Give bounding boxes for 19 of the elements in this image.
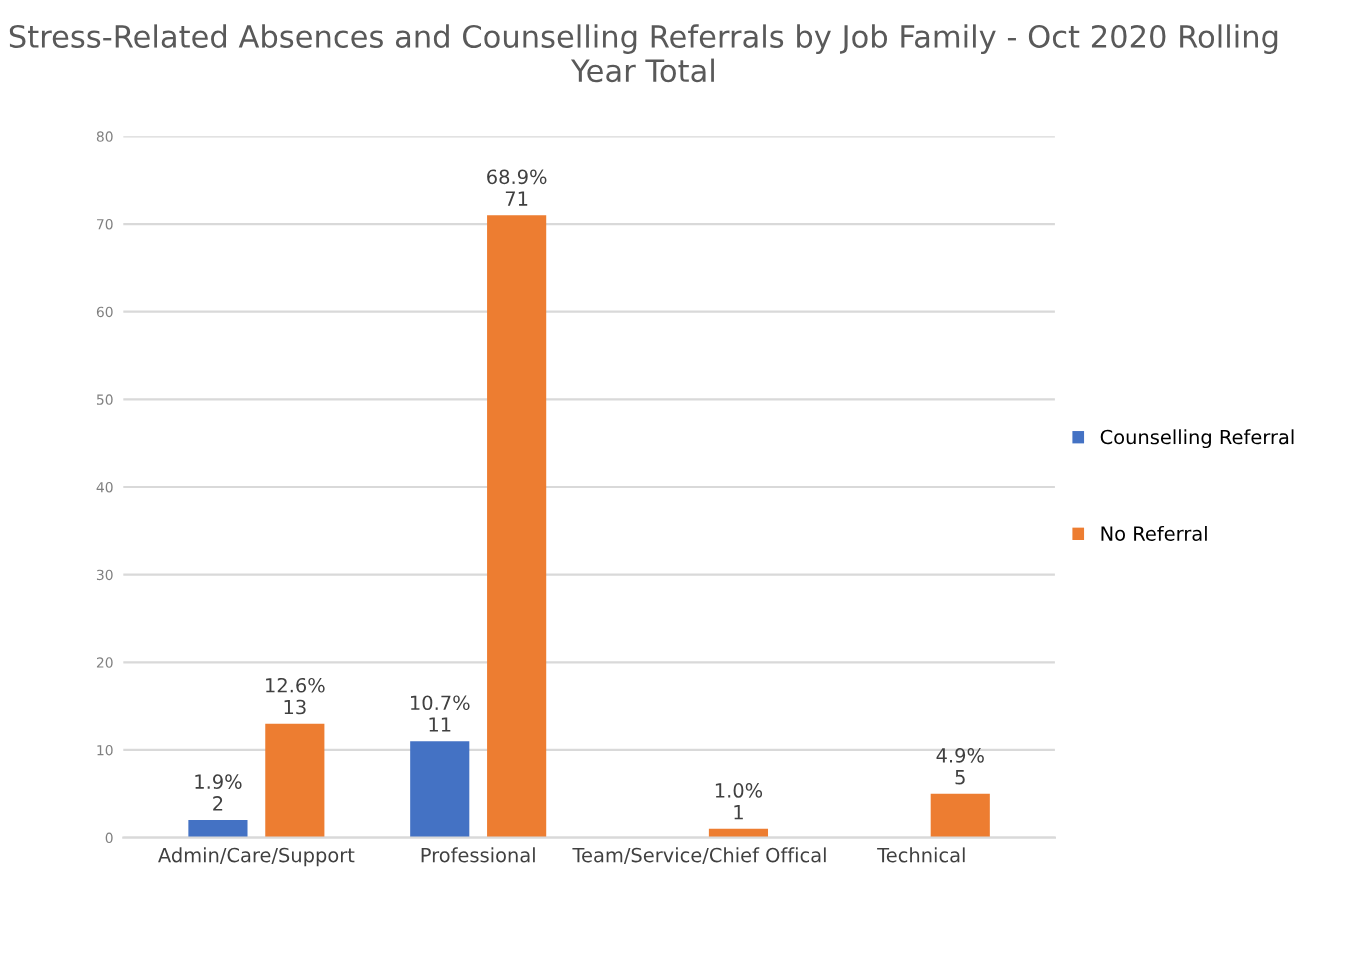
- bar: [188, 820, 248, 838]
- x-tick-label: Team/Service/Chief Offical: [572, 847, 826, 864]
- bar: [410, 741, 470, 838]
- data-label: 10.7% 11: [411, 695, 470, 732]
- data-label: 4.9% 5: [936, 748, 984, 785]
- legend-label: No Referral: [1101, 525, 1207, 541]
- chart-title: Stress-Related Absences and Counselling Referrals by Job Family - Oct 2020 Rolling Year Total: [9, 24, 1278, 83]
- x-tick-label: Professional: [421, 847, 535, 863]
- data-label: 68.9% 71: [487, 169, 547, 206]
- bar: [487, 215, 547, 838]
- data-label: 1.0% 1: [715, 783, 763, 820]
- data-label: 12.6% 13: [266, 677, 325, 715]
- bar: [708, 828, 769, 838]
- bar: [930, 793, 990, 838]
- legend-label: Counselling Referral: [1100, 429, 1294, 449]
- x-tick-label: Technical: [877, 847, 965, 863]
- x-tick-label: Admin/Care/Support: [158, 847, 355, 867]
- bar: [265, 723, 325, 838]
- data-label: 1.9% 2: [195, 774, 242, 811]
